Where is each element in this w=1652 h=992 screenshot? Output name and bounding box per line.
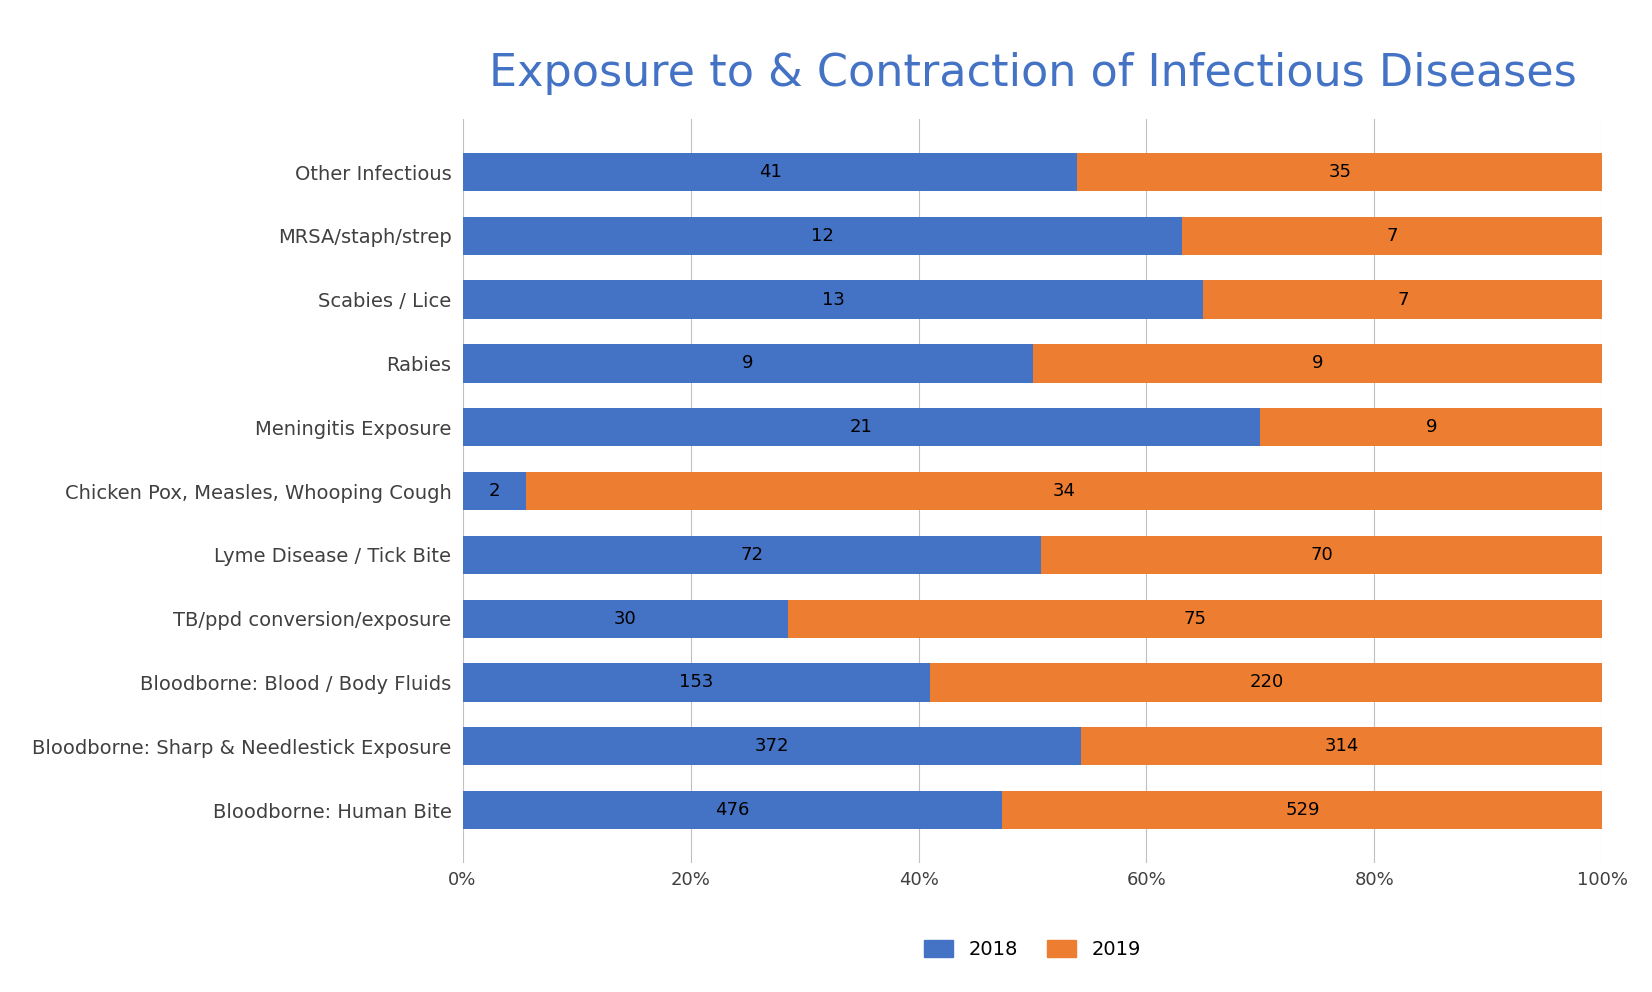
Bar bbox=[463, 344, 1032, 383]
Bar bbox=[1003, 791, 1602, 829]
Text: 153: 153 bbox=[679, 674, 714, 691]
Text: 21: 21 bbox=[851, 419, 872, 436]
Text: 13: 13 bbox=[821, 291, 844, 309]
Text: 35: 35 bbox=[1328, 163, 1351, 181]
Bar bbox=[463, 281, 1204, 318]
Bar bbox=[1204, 281, 1602, 318]
Bar bbox=[463, 216, 1183, 255]
Bar bbox=[463, 664, 930, 701]
Bar bbox=[1077, 153, 1602, 191]
Bar bbox=[930, 664, 1602, 701]
Text: 220: 220 bbox=[1249, 674, 1284, 691]
Text: 75: 75 bbox=[1184, 610, 1208, 628]
Bar bbox=[525, 472, 1602, 510]
Bar bbox=[463, 472, 525, 510]
Bar bbox=[463, 408, 1260, 446]
Text: 30: 30 bbox=[615, 610, 636, 628]
Text: 12: 12 bbox=[811, 227, 834, 245]
Bar bbox=[1080, 727, 1602, 766]
Text: 72: 72 bbox=[740, 546, 763, 563]
Bar bbox=[1032, 344, 1602, 383]
Bar bbox=[788, 599, 1602, 638]
Text: 9: 9 bbox=[1426, 419, 1437, 436]
Text: 9: 9 bbox=[742, 354, 753, 372]
Text: 476: 476 bbox=[715, 802, 750, 819]
Bar bbox=[463, 599, 788, 638]
Text: 314: 314 bbox=[1325, 737, 1358, 755]
Text: 9: 9 bbox=[1312, 354, 1323, 372]
Text: 372: 372 bbox=[755, 737, 790, 755]
Text: 7: 7 bbox=[1398, 291, 1409, 309]
Bar bbox=[1260, 408, 1602, 446]
Bar bbox=[1041, 536, 1602, 574]
Text: 529: 529 bbox=[1285, 802, 1320, 819]
Bar bbox=[1183, 216, 1602, 255]
Text: 2: 2 bbox=[489, 482, 501, 500]
Bar bbox=[463, 536, 1041, 574]
Legend: 2018, 2019: 2018, 2019 bbox=[917, 932, 1148, 967]
Text: 34: 34 bbox=[1052, 482, 1075, 500]
Text: 70: 70 bbox=[1310, 546, 1333, 563]
Bar bbox=[463, 153, 1077, 191]
Bar bbox=[463, 791, 1003, 829]
Text: 7: 7 bbox=[1386, 227, 1398, 245]
Text: 41: 41 bbox=[758, 163, 781, 181]
Bar bbox=[463, 727, 1080, 766]
Title: Exposure to & Contraction of Infectious Diseases: Exposure to & Contraction of Infectious … bbox=[489, 52, 1576, 94]
